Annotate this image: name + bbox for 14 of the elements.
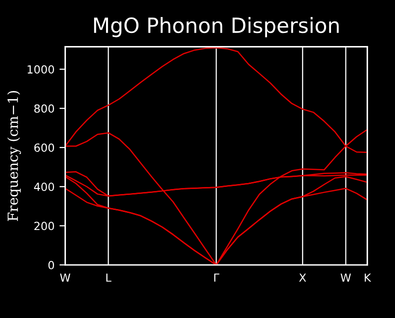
y-tick-label: 800	[34, 104, 54, 113]
y-tick-label: 1000	[28, 65, 54, 74]
x-tick-label: W	[340, 274, 351, 282]
chart-title: MgO Phonon Dispersion	[94, 17, 339, 38]
x-tick-label: K	[364, 274, 372, 282]
y-axis-title: Frequency (cm−1)	[7, 91, 21, 221]
y-tick-label: 200	[34, 222, 54, 230]
x-tick-label: X	[299, 274, 306, 282]
y-tick-label: 600	[34, 143, 54, 152]
y-tick-label: 400	[34, 182, 54, 192]
y-tick-label: 0	[48, 260, 54, 270]
x-tick-label: L	[106, 274, 112, 282]
x-tick-label: Γ	[214, 274, 220, 282]
x-tick-label: W	[60, 274, 70, 282]
